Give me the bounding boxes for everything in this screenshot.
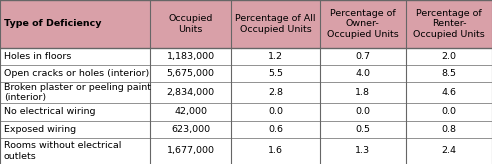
- Bar: [0, 103, 492, 121]
- Text: 1,183,000: 1,183,000: [167, 52, 215, 61]
- Text: 1.6: 1.6: [268, 146, 283, 155]
- Text: 4.0: 4.0: [355, 69, 370, 78]
- Bar: [0, 0, 492, 48]
- Text: Exposed wiring: Exposed wiring: [4, 125, 76, 134]
- Text: Percentage of
Renter-
Occupied Units: Percentage of Renter- Occupied Units: [413, 9, 485, 39]
- Text: 4.6: 4.6: [441, 88, 457, 97]
- Text: 1.8: 1.8: [355, 88, 370, 97]
- Text: Open cracks or holes (interior): Open cracks or holes (interior): [4, 69, 149, 78]
- Text: 623,000: 623,000: [171, 125, 210, 134]
- Bar: [0, 121, 492, 138]
- Text: 0.5: 0.5: [355, 125, 370, 134]
- Text: 2,834,000: 2,834,000: [167, 88, 215, 97]
- Text: 8.5: 8.5: [441, 69, 457, 78]
- Text: 42,000: 42,000: [174, 107, 207, 116]
- Text: Percentage of
Owner-
Occupied Units: Percentage of Owner- Occupied Units: [327, 9, 399, 39]
- Text: 0.6: 0.6: [268, 125, 283, 134]
- Text: No electrical wiring: No electrical wiring: [4, 107, 95, 116]
- Text: 5,675,000: 5,675,000: [167, 69, 215, 78]
- Text: 2.8: 2.8: [268, 88, 283, 97]
- Text: 1.3: 1.3: [355, 146, 370, 155]
- Text: Holes in floors: Holes in floors: [4, 52, 71, 61]
- Text: 0.0: 0.0: [268, 107, 283, 116]
- Text: Percentage of All
Occupied Units: Percentage of All Occupied Units: [235, 14, 316, 34]
- Text: 2.4: 2.4: [441, 146, 457, 155]
- Text: Broken plaster or peeling paint
(interior): Broken plaster or peeling paint (interio…: [4, 83, 151, 102]
- Text: 1.2: 1.2: [268, 52, 283, 61]
- Text: 5.5: 5.5: [268, 69, 283, 78]
- Bar: [0, 48, 492, 65]
- Bar: [0, 65, 492, 82]
- Text: Rooms without electrical
outlets: Rooms without electrical outlets: [4, 141, 122, 161]
- Text: 0.0: 0.0: [355, 107, 370, 116]
- Bar: [0, 82, 492, 103]
- Bar: [0, 138, 492, 164]
- Text: 0.8: 0.8: [441, 125, 457, 134]
- Text: 0.7: 0.7: [355, 52, 370, 61]
- Text: 0.0: 0.0: [441, 107, 457, 116]
- Text: 2.0: 2.0: [441, 52, 457, 61]
- Text: 1,677,000: 1,677,000: [167, 146, 215, 155]
- Text: Type of Deficiency: Type of Deficiency: [4, 19, 101, 28]
- Text: Occupied
Units: Occupied Units: [168, 14, 213, 34]
